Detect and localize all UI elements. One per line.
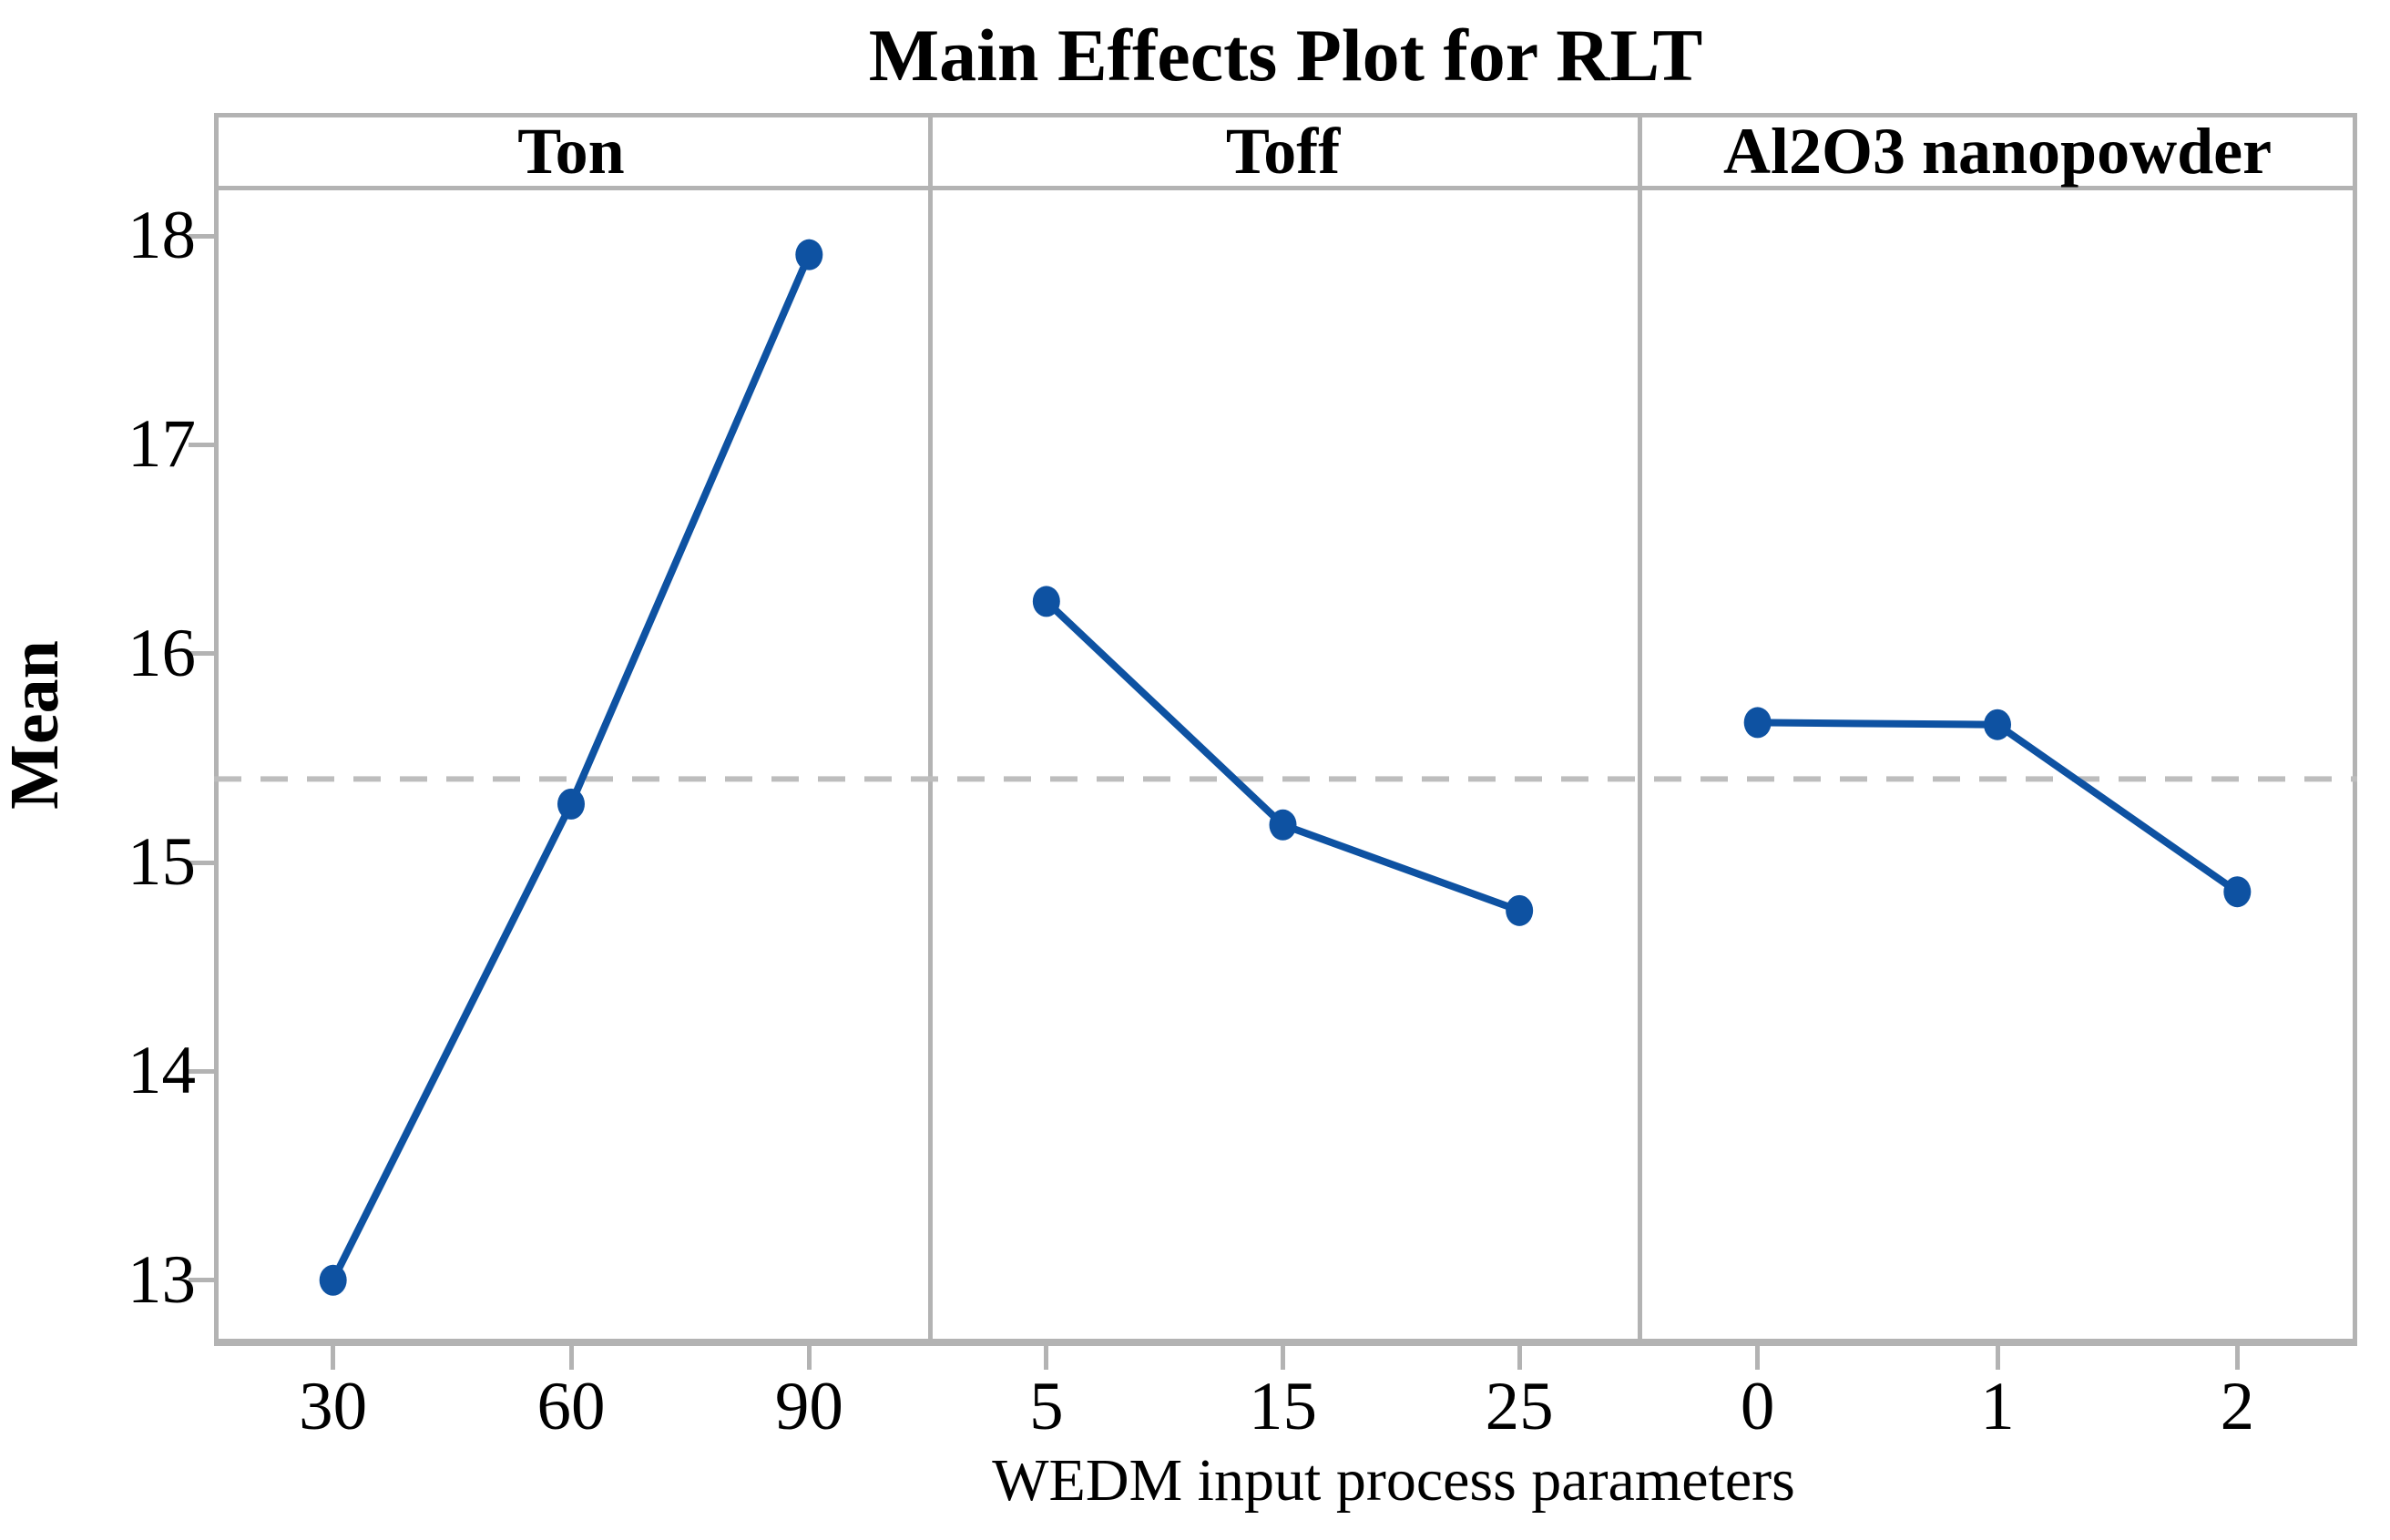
y-tick-label: 15 bbox=[128, 824, 196, 901]
panel-divider-1 bbox=[928, 113, 933, 1339]
y-tick-mark bbox=[189, 442, 214, 447]
data-point bbox=[557, 788, 585, 820]
data-point bbox=[1269, 809, 1297, 841]
data-point bbox=[1984, 709, 2011, 740]
chart-title: Main Effects Plot for RLT bbox=[868, 14, 1703, 97]
series-line-ton bbox=[330, 253, 813, 1282]
x-tick-label: 1 bbox=[1980, 1369, 2015, 1444]
x-axis-title: WEDM input process parameters bbox=[992, 1447, 1795, 1514]
y-tick-mark bbox=[189, 860, 214, 865]
plot-area-frame bbox=[214, 113, 2357, 1346]
x-tick-label: 15 bbox=[1249, 1369, 1317, 1444]
x-tick-mark bbox=[1995, 1346, 2000, 1370]
y-tick-mark bbox=[189, 1278, 214, 1283]
x-tick-mark bbox=[331, 1346, 336, 1370]
x-tick-label: 0 bbox=[1740, 1369, 1775, 1444]
y-tick-label: 13 bbox=[128, 1241, 196, 1318]
x-tick-label: 2 bbox=[2220, 1369, 2255, 1444]
data-point bbox=[319, 1264, 347, 1296]
y-tick-label: 18 bbox=[128, 198, 196, 274]
panel-header-label: Al2O3 nanopowder bbox=[1722, 115, 2273, 188]
x-tick-mark bbox=[1281, 1346, 1285, 1370]
x-tick-mark bbox=[568, 1346, 574, 1370]
data-point bbox=[795, 239, 823, 270]
x-axis-line bbox=[214, 1339, 2357, 1346]
series-line-al2o3-nanopowder bbox=[1757, 719, 2240, 895]
x-tick-label: 25 bbox=[1485, 1369, 1554, 1444]
y-tick-mark bbox=[189, 651, 214, 657]
panel-header-label: Ton bbox=[517, 115, 625, 188]
frame-top-border bbox=[214, 113, 2357, 117]
x-tick-label: 30 bbox=[299, 1369, 368, 1444]
x-tick-mark bbox=[1755, 1346, 1761, 1370]
x-tick-mark bbox=[806, 1346, 812, 1370]
y-tick-mark bbox=[189, 1068, 214, 1074]
plot-canvas bbox=[214, 239, 2357, 1296]
data-point bbox=[1506, 894, 1534, 926]
x-tick-label: 60 bbox=[536, 1369, 606, 1444]
frame-right-border bbox=[2353, 113, 2357, 1346]
y-axis-title: Mean bbox=[0, 640, 73, 810]
x-tick-mark bbox=[1517, 1346, 1522, 1370]
y-tick-mark bbox=[189, 233, 214, 239]
x-tick-label: 90 bbox=[774, 1369, 843, 1444]
panel-header-label: Toff bbox=[1225, 115, 1341, 188]
x-tick-mark bbox=[2234, 1346, 2240, 1370]
y-tick-label: 17 bbox=[128, 406, 196, 483]
data-point bbox=[2223, 876, 2252, 908]
frame-left-border bbox=[214, 113, 219, 1346]
header-bottom-border bbox=[214, 186, 2357, 190]
data-point bbox=[1743, 707, 1772, 739]
series-line-toff bbox=[1044, 598, 1521, 914]
y-tick-label: 16 bbox=[128, 615, 196, 691]
x-tick-label: 5 bbox=[1029, 1369, 1064, 1444]
y-tick-label: 14 bbox=[128, 1033, 196, 1109]
data-point bbox=[1032, 586, 1060, 617]
x-tick-mark bbox=[1044, 1346, 1049, 1370]
panel-divider-2 bbox=[1638, 113, 1642, 1339]
